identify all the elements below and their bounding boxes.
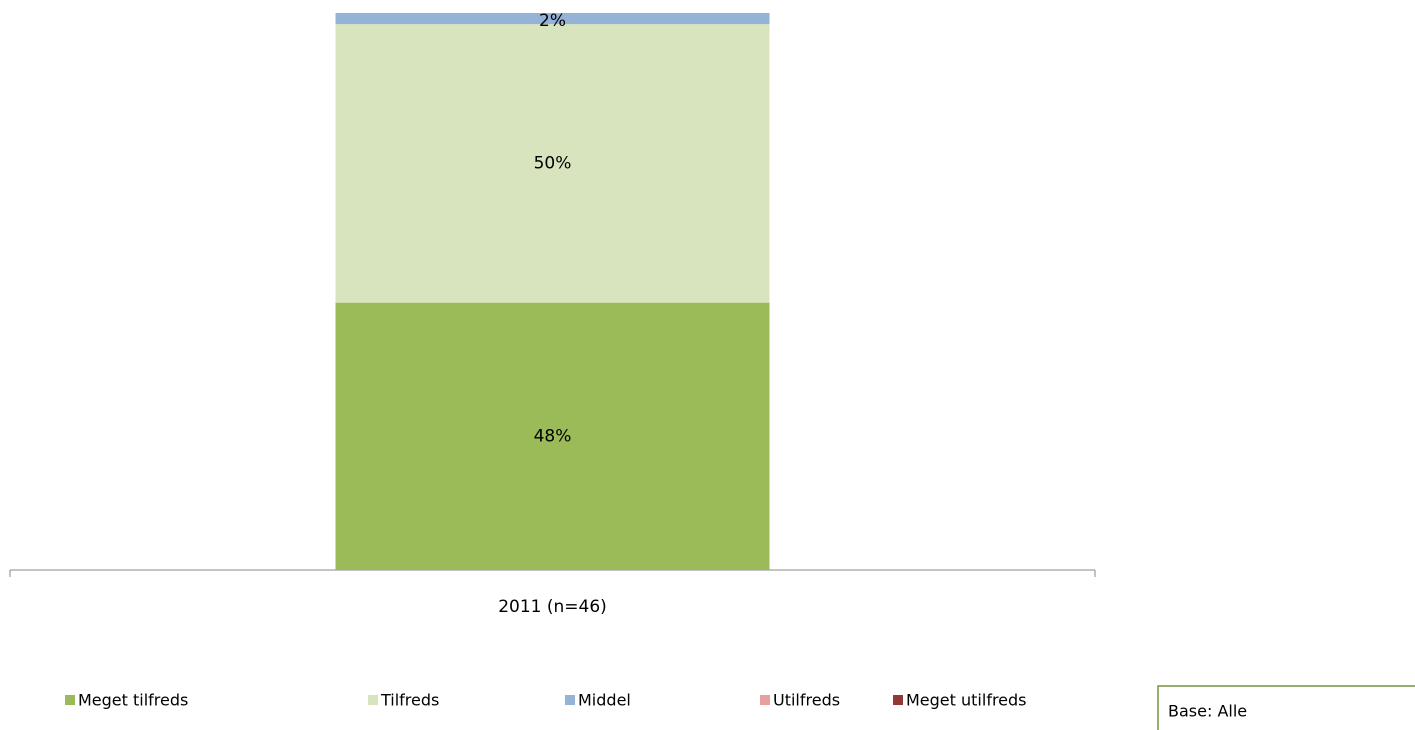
legend-swatch	[893, 695, 903, 705]
legend-swatch	[565, 695, 575, 705]
data-label: 50%	[534, 153, 572, 173]
legend-label: Middel	[578, 691, 631, 710]
bar-segment	[335, 13, 770, 25]
legend-swatch	[760, 695, 770, 705]
data-label: 2%	[539, 11, 566, 31]
legend-swatch	[65, 695, 75, 705]
annotation-box	[1157, 685, 1415, 730]
data-label: 48%	[534, 426, 572, 446]
bar-segment	[335, 302, 770, 570]
legend-label: Utilfreds	[773, 691, 840, 710]
legend-swatch	[368, 695, 378, 705]
legend-label: Tilfreds	[380, 691, 439, 710]
legend-label: Meget utilfreds	[906, 691, 1027, 710]
annotation: Base: Alle	[1168, 702, 1247, 721]
x-tick-label: 2011 (n=46)	[498, 597, 607, 617]
bar-segment	[335, 24, 770, 303]
legend-label: Meget tilfreds	[78, 691, 188, 710]
